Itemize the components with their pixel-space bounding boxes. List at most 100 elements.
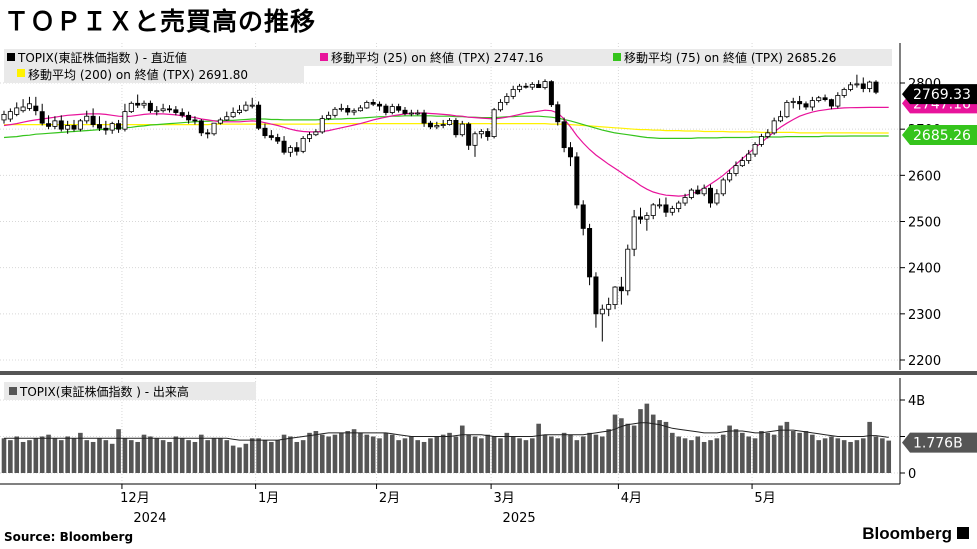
candle: [287, 145, 293, 157]
candle-body-up: [816, 97, 822, 101]
candle-body-up: [606, 304, 612, 310]
volume-bar: [434, 436, 440, 473]
volume-bar: [593, 434, 599, 473]
candle: [313, 129, 319, 137]
candle: [1, 110, 7, 124]
volume-bar: [510, 436, 516, 473]
candle-body-down: [873, 81, 879, 93]
candle-body-down: [205, 132, 211, 135]
candle-body-up: [122, 111, 128, 130]
candle-body-up: [389, 106, 395, 113]
candle: [720, 177, 726, 197]
candle-body-down: [166, 108, 172, 111]
candle: [778, 110, 784, 123]
candle: [848, 82, 854, 92]
volume-bar: [663, 421, 669, 473]
volume-bar: [249, 438, 255, 473]
legend-swatch-ma25: [320, 53, 328, 61]
candle-body-up: [230, 112, 236, 118]
candle-body-down: [695, 189, 701, 195]
legend-ma75: 移動平均 (75) on 終値 (TPX) 2685.26: [624, 50, 836, 65]
volume-bar: [109, 443, 115, 473]
candle-body-down: [523, 85, 529, 88]
volume-bar: [682, 438, 688, 473]
candle: [606, 297, 612, 317]
volume-bar: [619, 418, 624, 473]
volume-bar: [491, 436, 497, 473]
candle-body-down: [294, 147, 300, 152]
candle-body-down: [396, 106, 402, 111]
candle-body-down: [71, 125, 77, 130]
volume-bar: [281, 434, 287, 473]
tag-last-value: 2769.33: [913, 87, 971, 103]
candle: [351, 108, 357, 116]
volume-bar: [154, 438, 160, 473]
candle-body-up: [778, 116, 784, 122]
candle-body-up: [224, 116, 230, 121]
candle-body-down: [485, 131, 491, 137]
volume-average-line: [4, 422, 889, 441]
candle: [294, 142, 300, 156]
candle-body-down: [822, 97, 828, 101]
candle: [529, 82, 535, 90]
candle-body-down: [90, 115, 96, 125]
candle-body-up: [211, 122, 217, 135]
candle-body-up: [491, 109, 497, 137]
candle-body-up: [739, 160, 745, 167]
candle-body-down: [370, 101, 376, 105]
candle: [103, 120, 109, 135]
candle-body-down: [58, 120, 64, 130]
volume-bar: [536, 423, 541, 473]
volume-bar: [644, 403, 650, 473]
volume-bar: [428, 438, 433, 473]
volume-bar: [472, 436, 478, 473]
candle: [205, 129, 211, 139]
volume-bar: [52, 438, 58, 473]
candle-body-up: [217, 119, 223, 124]
candle: [440, 119, 446, 129]
candle: [758, 133, 764, 147]
candle: [688, 188, 694, 200]
candle: [727, 169, 733, 183]
volume-bar: [230, 445, 236, 473]
ma25-line: [3, 106, 889, 197]
volume-bar: [409, 436, 414, 473]
candle: [434, 121, 440, 130]
candle-body-up: [784, 101, 790, 118]
volume-bar: [523, 440, 529, 473]
candle-body-up: [733, 165, 739, 174]
candle: [109, 121, 115, 134]
legend-bg-row1: [4, 49, 892, 66]
candle: [599, 304, 605, 342]
candle: [300, 136, 306, 154]
candle-body-down: [593, 276, 599, 315]
candle-body-up: [599, 308, 605, 315]
volume-bar: [389, 434, 395, 473]
candle-body-down: [828, 99, 834, 107]
candle: [478, 129, 484, 139]
candle-body-down: [192, 119, 198, 122]
volume-bar: [173, 436, 179, 473]
candle: [682, 193, 688, 206]
volume-bar: [453, 436, 459, 473]
candle-body-up: [20, 106, 26, 112]
candle-body-down: [186, 114, 192, 121]
candle-body-down: [39, 111, 45, 124]
candle: [249, 97, 255, 109]
volume-bar: [727, 425, 732, 473]
candle-body-down: [536, 83, 542, 89]
candle: [211, 122, 217, 136]
volume-bar: [600, 436, 605, 473]
candle-body-down: [345, 107, 351, 113]
legend-swatch-topix: [7, 53, 15, 61]
candle: [504, 93, 510, 106]
volume-bar: [542, 434, 548, 473]
candle: [567, 142, 573, 167]
candle-body-up: [510, 89, 516, 97]
month-label: 5月: [754, 491, 775, 506]
candle: [828, 98, 834, 110]
volume-bar: [529, 438, 535, 473]
volume-bar: [676, 436, 681, 473]
candle-body-up: [338, 107, 344, 110]
